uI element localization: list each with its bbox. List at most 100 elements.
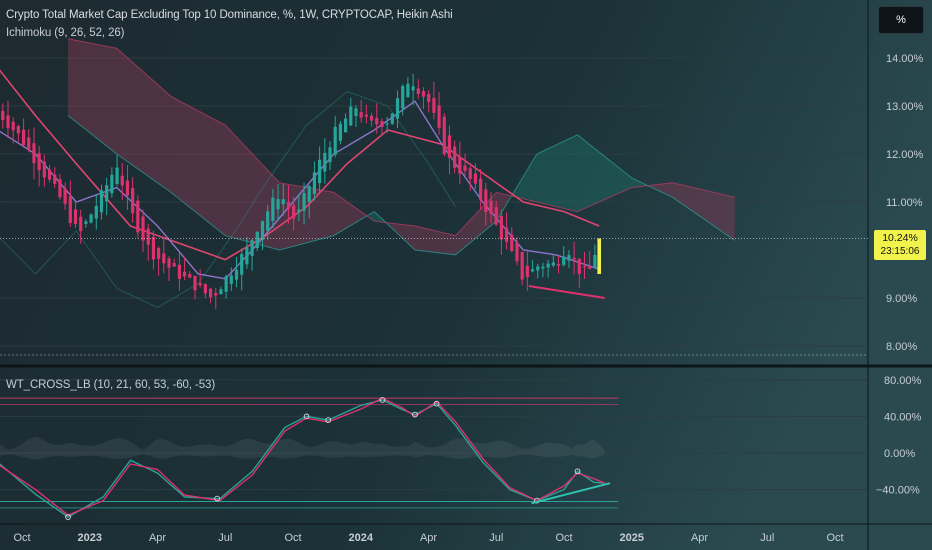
candle-body	[234, 269, 239, 280]
time-axis-label: Apr	[691, 532, 708, 544]
candle-body	[240, 254, 244, 275]
candle-body	[297, 209, 301, 212]
candle-body	[255, 232, 259, 249]
time-axis-label: Oct	[826, 532, 843, 544]
candle-body	[203, 284, 207, 294]
time-axis-label: Jul	[218, 532, 232, 544]
candle-body	[286, 201, 291, 209]
candle-body	[27, 137, 31, 150]
time-axis-label: Jul	[489, 532, 503, 544]
candle-body	[94, 205, 98, 219]
candle-body	[556, 264, 561, 266]
price-axis-label: 13.00%	[886, 101, 924, 113]
candle-body	[333, 126, 337, 155]
last-price-value: 10.24%	[882, 232, 918, 244]
candle-body	[458, 157, 462, 174]
wt-axis-label: 40.00%	[884, 411, 922, 423]
candle-body	[401, 85, 405, 109]
time-axis-label: Oct	[13, 532, 30, 544]
cloud-region	[68, 38, 367, 250]
candle-body	[224, 276, 228, 292]
candle-body	[406, 83, 410, 98]
time-axis-label: Jul	[760, 532, 774, 544]
candle-body	[125, 180, 130, 196]
price-axis-label: 9.00%	[886, 293, 917, 305]
candle-body	[79, 216, 83, 232]
candle-body	[421, 91, 426, 97]
wt-cross-marker	[65, 514, 71, 520]
candle-body	[110, 174, 114, 194]
candle-body	[463, 165, 467, 171]
wt-cross-marker	[433, 400, 440, 407]
time-axis-label: Oct	[555, 532, 572, 544]
time-axis-label: Apr	[149, 532, 166, 544]
wt-cross-legend[interactable]: WT_CROSS_LB (10, 21, 60, 53, -60, -53)	[6, 379, 216, 391]
candle-body	[385, 123, 389, 125]
time-axis-label: Oct	[284, 532, 301, 544]
candle-body	[198, 283, 202, 286]
candle-body	[131, 188, 135, 214]
candle-body	[136, 200, 140, 233]
wt-cross-panel	[0, 397, 619, 520]
candle-body	[588, 266, 592, 269]
kijun-sen	[0, 69, 600, 261]
candle-body	[318, 159, 322, 184]
candle-body	[151, 236, 156, 260]
price-axis-label: 11.00%	[886, 197, 923, 209]
candle-body	[312, 172, 317, 194]
candle-body	[380, 121, 384, 127]
wt-cross-marker	[303, 413, 310, 420]
candle-body	[530, 269, 535, 272]
candle-body	[577, 258, 581, 274]
senkou-span-b	[68, 38, 735, 237]
candle-body	[281, 199, 285, 205]
candles	[0, 73, 868, 309]
ichimoku-cloud	[67, 38, 735, 256]
candle-body	[354, 108, 358, 116]
candle-body	[447, 135, 452, 158]
candle-body	[551, 262, 555, 266]
senkou-span-a	[67, 115, 735, 256]
percent-scale-button[interactable]: %	[878, 6, 924, 34]
candle-body	[536, 266, 540, 271]
candle-body	[68, 196, 72, 223]
candle-body	[479, 178, 483, 201]
support-trendline	[528, 285, 605, 299]
time-axis-label: 2025	[620, 532, 644, 544]
candle-body	[302, 193, 306, 211]
ichimoku-legend[interactable]: Ichimoku (9, 26, 52, 26)	[6, 27, 125, 39]
wt-axis-label: 0.00%	[884, 448, 915, 460]
candle-body	[73, 209, 78, 224]
candle-body	[473, 173, 478, 184]
price-axis-label: 14.00%	[886, 53, 924, 65]
candle-body	[63, 188, 67, 204]
candle-body	[53, 174, 57, 184]
candle-body	[141, 216, 145, 241]
candle-body	[32, 143, 36, 164]
candle-body	[172, 263, 176, 267]
candle-body	[260, 221, 265, 241]
candle-body	[157, 248, 161, 259]
candle-body	[411, 86, 415, 91]
candle-body	[515, 242, 519, 262]
candle-body	[99, 190, 104, 213]
axes: 14.00% 13.00% 12.00% 11.00% 9.00% 8.00% 80.00%…	[13, 53, 923, 544]
candle-body	[266, 211, 270, 231]
candle-body	[37, 153, 41, 171]
candle-body	[437, 105, 441, 128]
time-axis-label: 2023	[78, 532, 102, 544]
candle-body	[16, 126, 20, 134]
candle-body	[292, 205, 296, 219]
cloud-region	[650, 182, 735, 241]
cloud-region	[387, 192, 510, 255]
candle-body	[338, 123, 342, 141]
candle-body	[349, 106, 353, 126]
candle-body	[416, 88, 420, 94]
candle-body	[369, 115, 374, 121]
candle-body	[193, 275, 197, 291]
candle-body	[364, 114, 368, 117]
candle-body	[323, 153, 327, 172]
candle-body	[541, 266, 545, 269]
candle-body	[572, 257, 576, 260]
